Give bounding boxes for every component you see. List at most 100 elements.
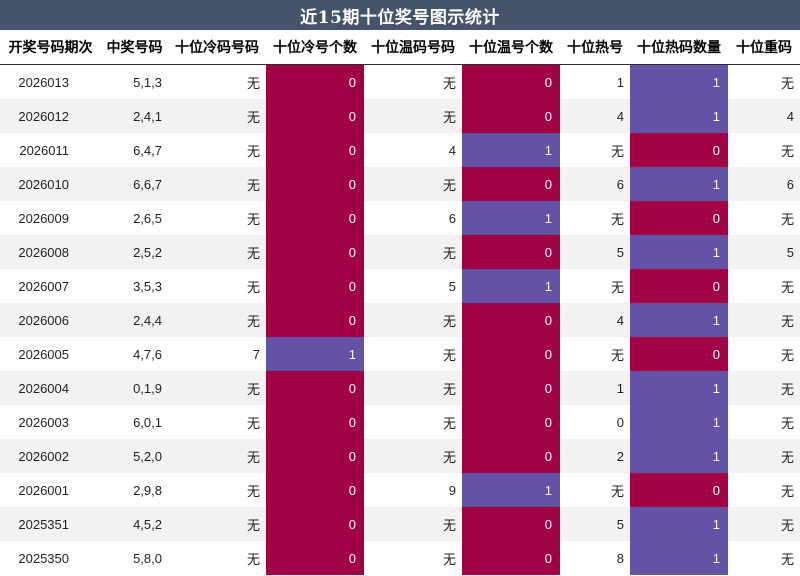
header-warm-code: 十位温码号码 [364,30,462,65]
cell-cold-count: 0 [266,371,364,405]
page-title: 近15期十位奖号图示统计 [0,0,800,30]
cell-hot-code: 无 [560,133,630,167]
cell-hot-code: 1 [560,371,630,405]
cell-winning-numbers: 6,0,1 [101,405,168,439]
table-row: 2026004 0,1,9 无 0 无 0 1 1 无 [0,371,800,405]
cell-warm-code: 无 [364,439,462,473]
cell-period: 2026004 [0,371,101,405]
cell-warm-count: 0 [462,167,560,201]
table-body: 2026013 5,1,3 无 0 无 0 1 1 无 2026012 2,4,1 无 0 无 0 4 1 4 20… [0,64,800,575]
cell-cold-count: 0 [266,541,364,575]
cell-cold-count: 0 [266,201,364,235]
cell-hot-count: 1 [630,507,728,541]
cell-warm-count: 0 [462,371,560,405]
cell-warm-code: 9 [364,473,462,507]
cell-winning-numbers: 3,5,3 [101,269,168,303]
cell-hot-code: 0 [560,405,630,439]
cell-cold-code: 无 [168,99,266,133]
cell-period: 2025350 [0,541,101,575]
cell-cold-count: 0 [266,439,364,473]
table-row: 2026001 2,9,8 无 0 9 1 无 0 无 [0,473,800,507]
cell-period: 2026011 [0,133,101,167]
cell-winning-numbers: 2,6,5 [101,201,168,235]
cell-cold-code: 无 [168,371,266,405]
cell-repeat: 无 [728,269,800,303]
cell-warm-code: 无 [364,64,462,99]
cell-repeat: 无 [728,473,800,507]
cell-warm-code: 4 [364,133,462,167]
table-row: 2026002 5,2,0 无 0 无 0 2 1 无 [0,439,800,473]
cell-cold-count: 0 [266,235,364,269]
cell-cold-code: 无 [168,235,266,269]
cell-winning-numbers: 5,8,0 [101,541,168,575]
cell-period: 2026005 [0,337,101,371]
table-row: 2026008 2,5,2 无 0 无 0 5 1 5 [0,235,800,269]
cell-cold-code: 无 [168,541,266,575]
table-row: 2026009 2,6,5 无 0 6 1 无 0 无 [0,201,800,235]
cell-warm-count: 0 [462,507,560,541]
cell-cold-count: 0 [266,133,364,167]
cell-hot-count: 1 [630,235,728,269]
cell-period: 2026008 [0,235,101,269]
cell-cold-code: 无 [168,269,266,303]
cell-repeat: 无 [728,133,800,167]
cell-cold-code: 无 [168,405,266,439]
cell-warm-code: 无 [364,167,462,201]
cell-hot-count: 1 [630,303,728,337]
cell-winning-numbers: 4,7,6 [101,337,168,371]
cell-warm-count: 1 [462,133,560,167]
cell-cold-code: 无 [168,439,266,473]
cell-repeat: 无 [728,405,800,439]
header-repeat: 十位重码 [728,30,800,65]
cell-warm-count: 0 [462,439,560,473]
cell-hot-code: 2 [560,439,630,473]
cell-hot-code: 无 [560,269,630,303]
cell-warm-count: 0 [462,541,560,575]
cell-cold-count: 1 [266,337,364,371]
cell-period: 2026010 [0,167,101,201]
cell-cold-code: 无 [168,167,266,201]
cell-hot-code: 1 [560,64,630,99]
cell-repeat: 无 [728,303,800,337]
cell-period: 2026002 [0,439,101,473]
cell-winning-numbers: 5,1,3 [101,64,168,99]
cell-hot-count: 0 [630,133,728,167]
cell-warm-code: 无 [364,235,462,269]
cell-warm-code: 5 [364,269,462,303]
cell-repeat: 无 [728,64,800,99]
cell-repeat: 4 [728,99,800,133]
cell-cold-count: 0 [266,99,364,133]
cell-winning-numbers: 4,5,2 [101,507,168,541]
cell-cold-count: 0 [266,405,364,439]
cell-warm-code: 无 [364,303,462,337]
table-row: 2026010 6,6,7 无 0 无 0 6 1 6 [0,167,800,201]
table-row: 2026012 2,4,1 无 0 无 0 4 1 4 [0,99,800,133]
cell-warm-count: 1 [462,473,560,507]
cell-warm-count: 0 [462,64,560,99]
header-cold-code: 十位冷码号码 [168,30,266,65]
cell-winning-numbers: 2,4,4 [101,303,168,337]
table-row: 2026003 6,0,1 无 0 无 0 0 1 无 [0,405,800,439]
cell-hot-count: 1 [630,405,728,439]
table-row: 2025351 4,5,2 无 0 无 0 5 1 无 [0,507,800,541]
cell-cold-code: 无 [168,507,266,541]
cell-cold-count: 0 [266,473,364,507]
cell-warm-code: 无 [364,541,462,575]
table-row: 2026013 5,1,3 无 0 无 0 1 1 无 [0,64,800,99]
header-row: 开奖号码期次 中奖号码 十位冷码号码 十位冷号个数 十位温码号码 十位温号个数 … [0,30,800,65]
header-period: 开奖号码期次 [0,30,101,65]
cell-hot-count: 1 [630,541,728,575]
cell-hot-code: 8 [560,541,630,575]
header-warm-count: 十位温号个数 [462,30,560,65]
cell-winning-numbers: 0,1,9 [101,371,168,405]
table-row: 2026006 2,4,4 无 0 无 0 4 1 无 [0,303,800,337]
cell-period: 2026009 [0,201,101,235]
cell-repeat: 无 [728,541,800,575]
cell-warm-count: 0 [462,337,560,371]
stats-table: 开奖号码期次 中奖号码 十位冷码号码 十位冷号个数 十位温码号码 十位温号个数 … [0,30,800,575]
cell-repeat: 6 [728,167,800,201]
cell-hot-code: 无 [560,473,630,507]
cell-repeat: 无 [728,507,800,541]
cell-warm-count: 1 [462,269,560,303]
cell-hot-count: 1 [630,167,728,201]
